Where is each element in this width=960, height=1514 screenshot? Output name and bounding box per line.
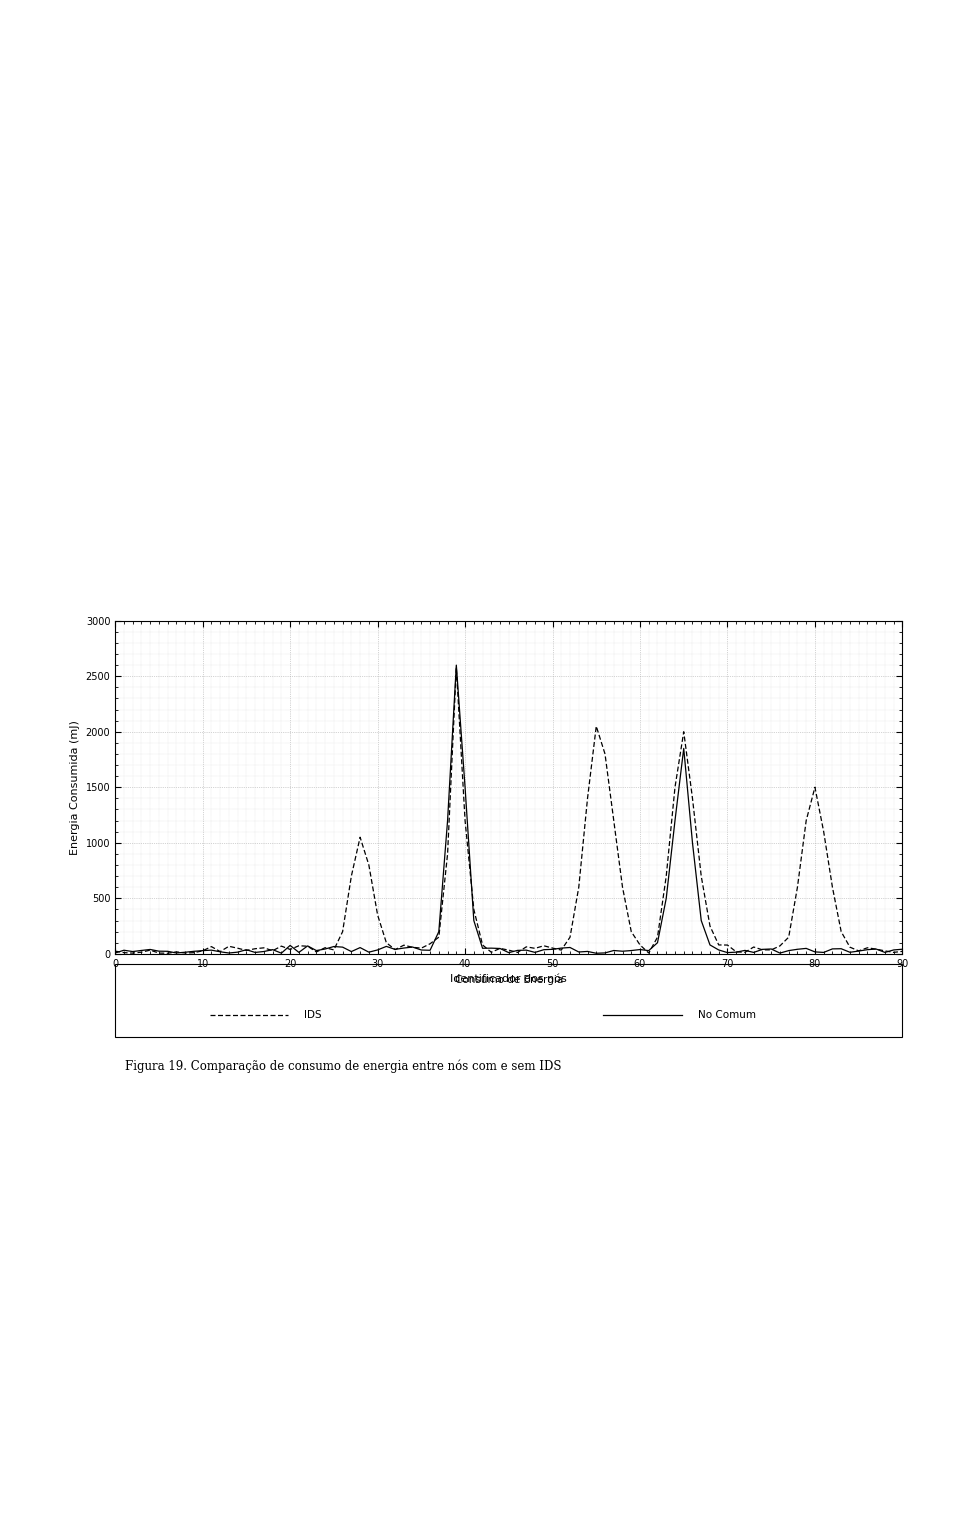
- Text: IDS: IDS: [304, 1010, 322, 1020]
- No Comum: [792, 940, 804, 958]
- Text: No Comum: No Comum: [698, 1010, 756, 1020]
- X-axis label: Identificador dos nós: Identificador dos nós: [450, 974, 567, 984]
- IDS: [450, 659, 462, 677]
- IDS: [214, 943, 226, 961]
- Text: Consumo de Energia: Consumo de Energia: [455, 975, 563, 986]
- Line: No Comum: No Comum: [115, 665, 902, 954]
- No Comum: [450, 656, 462, 674]
- IDS: [582, 789, 593, 807]
- IDS: [897, 942, 908, 960]
- No Comum: [888, 940, 900, 958]
- IDS: [320, 939, 331, 957]
- IDS: [792, 878, 804, 896]
- IDS: [888, 943, 900, 961]
- IDS: [162, 945, 174, 963]
- Y-axis label: Energia Consumida (mJ): Energia Consumida (mJ): [70, 719, 80, 855]
- No Comum: [311, 942, 323, 960]
- No Comum: [293, 943, 304, 961]
- No Comum: [205, 942, 217, 960]
- No Comum: [590, 945, 602, 963]
- Line: IDS: IDS: [115, 668, 902, 954]
- No Comum: [109, 943, 121, 961]
- No Comum: [573, 943, 585, 961]
- Text: Figura 19. Comparação de consumo de energia entre nós com e sem IDS: Figura 19. Comparação de consumo de ener…: [125, 1060, 562, 1073]
- No Comum: [897, 940, 908, 958]
- IDS: [301, 937, 313, 955]
- IDS: [109, 942, 121, 960]
